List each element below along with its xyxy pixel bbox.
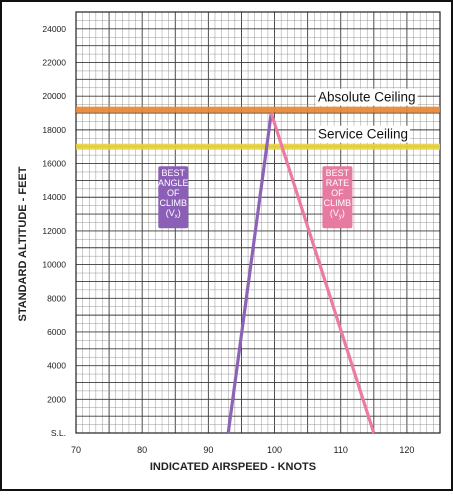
x-axis-title: INDICATED AIRSPEED - KNOTS [150, 461, 316, 473]
service-ceiling-label-background [316, 125, 411, 143]
vy-annotation-text: OF [331, 188, 344, 198]
y-tick-label: 24000 [42, 24, 66, 34]
y-tick-label: 12000 [42, 226, 66, 236]
x-tick-label: 90 [203, 445, 213, 455]
vy-annotation-box [322, 166, 353, 229]
y-tick-label: 8000 [47, 293, 66, 303]
y-tick-label: S.L. [51, 428, 66, 438]
y-tick-label: 20000 [42, 91, 66, 101]
plot-area-border [75, 11, 441, 434]
y-tick-label: 2000 [47, 394, 66, 404]
y-tick-label: 16000 [42, 159, 66, 169]
reference-layer: Absolute Ceiling Service Ceiling [76, 88, 440, 150]
vy-annotation-text: RATE [326, 178, 349, 188]
absolute-ceiling-label-background [316, 88, 418, 106]
x-tick-label: 120 [399, 445, 414, 455]
vy-annotation-symbol: (Vy) [330, 208, 345, 220]
x-tick-label: 100 [267, 445, 282, 455]
x-tick-label: 110 [334, 445, 348, 455]
y-tick-label: 14000 [42, 192, 66, 202]
y-axis-title: STANDARD ALTITUDE - FEET [17, 166, 29, 321]
grid-layer [75, 11, 441, 434]
vy-climb-line [269, 112, 376, 434]
vx-annotation-text: BEST [162, 168, 186, 178]
vx-annotation-text: OF [167, 188, 180, 198]
vx-climb-line [226, 112, 273, 434]
absolute-ceiling-line [76, 106, 440, 113]
vy-annotation-text: CLIMB [324, 198, 352, 208]
series-layer [226, 112, 376, 434]
x-tick-label: 70 [71, 445, 81, 455]
vx-annotation-box [158, 166, 189, 229]
y-tick-label: 6000 [47, 327, 66, 337]
y-tick-label: 10000 [42, 260, 66, 270]
vy-annotation-text: BEST [326, 168, 350, 178]
y-tick-label: 18000 [42, 125, 66, 135]
vx-annotation-symbol: (Vx) [166, 208, 181, 220]
vx-annotation-text: CLIMB [160, 198, 188, 208]
service-ceiling-label: Service Ceiling [318, 127, 408, 142]
vx-annotation-text: ANGLE [158, 178, 189, 188]
tick-layer: 70 80 90 100 110 120 S.L. 2000 4000 6000 8000 10000… [42, 24, 414, 455]
absolute-ceiling-label: Absolute Ceiling [318, 90, 416, 105]
y-tick-label: 22000 [42, 58, 66, 68]
service-ceiling-line [76, 143, 440, 150]
x-tick-label: 80 [137, 445, 147, 455]
y-tick-label: 4000 [47, 361, 66, 371]
